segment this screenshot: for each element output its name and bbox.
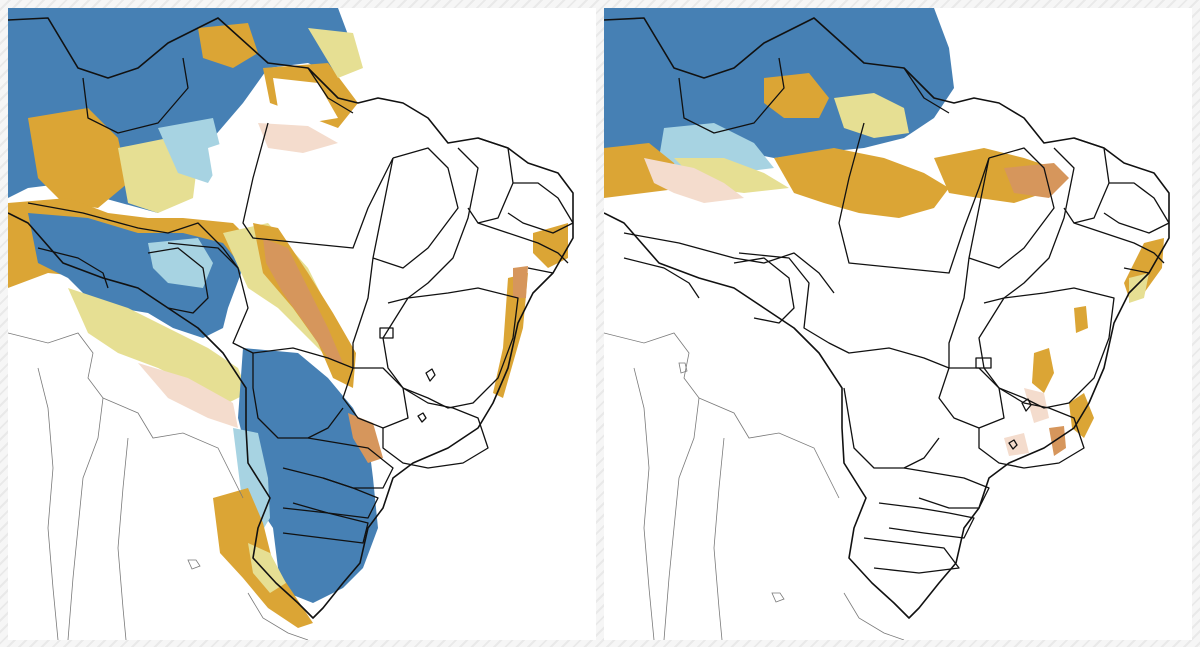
state-pe-al [1073, 222, 1165, 274]
fill-north-yellow-2 [834, 93, 909, 138]
fill-diagonal-tan [263, 238, 343, 363]
lake-3 [187, 559, 201, 570]
border-chile-argentina [37, 367, 59, 640]
lake-3 [771, 592, 785, 603]
border-bolivia-paraguay [102, 397, 244, 499]
fill-north-salmon [258, 123, 338, 153]
state-borders-left [8, 17, 574, 619]
state-bahia [382, 287, 519, 409]
fill-mg-gold-1 [1032, 348, 1054, 393]
fill-ne-yellow [1129, 273, 1149, 303]
state-amapa [307, 67, 354, 114]
lakes-left [187, 368, 436, 570]
state-minas [382, 387, 489, 469]
fill-south-blue [238, 348, 378, 603]
map-panel-left [8, 8, 596, 640]
state-df [975, 357, 992, 369]
lake-2 [417, 412, 427, 423]
map-panel-right [604, 8, 1192, 640]
fill-andes-yellow [68, 288, 248, 403]
brazil-outline [8, 17, 574, 619]
fill-bahia-gold [1074, 306, 1088, 333]
fill-andes-salmon [138, 363, 238, 428]
lake-1 [1021, 398, 1032, 412]
border-argentina [713, 437, 725, 640]
state-roraima [82, 57, 189, 134]
state-pe-al [477, 222, 569, 274]
state-santa-catarina [282, 507, 369, 544]
state-ms [843, 387, 940, 469]
state-piaui [387, 147, 479, 304]
lake-2 [1008, 439, 1018, 450]
fill-south-lightblue [233, 428, 270, 538]
map-left-svg [8, 8, 574, 640]
lake-1 [425, 368, 436, 382]
state-sp [903, 467, 990, 509]
state-goias [342, 367, 409, 429]
state-maranhao [968, 147, 1055, 269]
fill-amazon-white [208, 133, 278, 223]
state-roraima [678, 57, 785, 134]
border-uruguay [843, 592, 905, 640]
fill-north-tan [1004, 163, 1069, 198]
state-goias [938, 367, 1005, 429]
anomaly-layer-left [8, 8, 568, 628]
border-uruguay [247, 592, 309, 640]
state-santa-catarina [863, 537, 960, 574]
country-borders-right [604, 332, 905, 640]
state-mato-grosso [167, 242, 354, 369]
border-andes [8, 332, 104, 640]
fill-north-yellow-2 [308, 28, 363, 78]
border-chile-argentina [633, 367, 655, 640]
state-df [379, 327, 394, 339]
state-ceara [467, 137, 514, 224]
state-amapa [903, 67, 950, 114]
state-amazonas [27, 202, 239, 269]
state-para-west [242, 122, 394, 249]
fill-mg-tan [1049, 426, 1066, 456]
fill-northeast-tan [513, 266, 528, 298]
state-tocantins [352, 157, 394, 368]
state-ms [252, 353, 344, 439]
anomaly-layer-right [604, 8, 1164, 456]
state-parana [878, 502, 975, 539]
fill-north-gold-2 [198, 23, 258, 68]
state-rondonia [147, 247, 209, 314]
state-mato-grosso [738, 252, 950, 369]
fill-north-gold-1 [28, 108, 128, 208]
state-tocantins [948, 157, 990, 368]
state-maranhao [372, 147, 459, 269]
border-bolivia-paraguay [698, 397, 840, 499]
brazil-outline [604, 17, 1170, 619]
state-rn-pb [507, 182, 574, 234]
lakes-right [678, 362, 1032, 603]
lake-4 [678, 362, 688, 374]
state-borders-right [604, 17, 1170, 619]
state-para-west [838, 122, 990, 274]
border-andes [604, 332, 700, 640]
fill-north-gold-2 [774, 148, 949, 218]
border-argentina [117, 437, 129, 640]
fill-north-lightblue-1 [158, 118, 223, 183]
fill-north-white-gap [273, 78, 338, 123]
state-acre [37, 247, 109, 289]
state-rn-pb [1103, 182, 1170, 234]
state-acre [623, 257, 700, 299]
fill-north-salmon [644, 158, 744, 203]
fill-northeast-gold-1 [533, 223, 568, 268]
fill-north-gold-3 [764, 73, 829, 118]
country-borders-left [8, 332, 309, 640]
fill-south-yellow [248, 543, 286, 593]
map-right-svg [604, 8, 1170, 640]
state-amazonas [623, 232, 835, 294]
fill-coast-tan [348, 413, 383, 463]
state-rondonia [733, 257, 795, 324]
state-ceara [1063, 137, 1110, 224]
state-minas [978, 387, 1085, 469]
